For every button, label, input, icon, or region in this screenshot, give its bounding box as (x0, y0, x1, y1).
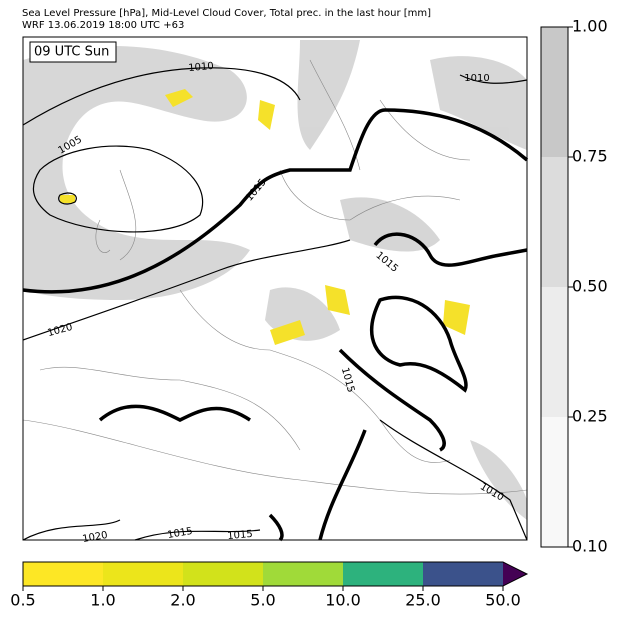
header-line: WRF 13.06.2019 18:00 UTC +63 (22, 20, 184, 31)
colorbar-tick-label: 0.25 (572, 407, 608, 426)
contour-label: 1020 (82, 530, 109, 545)
precip-colorbar: 0.5 1.0 2.0 5.0 10.0 25.0 50.0 (10, 561, 529, 610)
colorbar-band (343, 562, 423, 586)
isobars (22, 67, 529, 542)
colorbar-tick-label: 25.0 (405, 591, 441, 610)
colorbar-tick-label: 10.0 (325, 591, 361, 610)
time-label: 09 UTC Sun (34, 45, 109, 60)
colorbar-tick-label: 2.0 (170, 591, 195, 610)
colorbar-tick-label: 50.0 (485, 591, 521, 610)
cloud-cover (23, 40, 527, 520)
colorbar-tick-label: 0.10 (572, 537, 608, 556)
contour-label: 1015 (167, 526, 194, 541)
colorbar-band (541, 27, 568, 157)
colorbar-band (23, 562, 103, 586)
colorbar-frame (22, 561, 529, 587)
colorbar-tick-label: 0.5 (10, 591, 35, 610)
colorbar-band (541, 287, 568, 417)
colorbar-band (183, 562, 263, 586)
colorbar-band (263, 562, 343, 586)
precipitation (60, 89, 470, 345)
colorbar-extend (503, 562, 527, 586)
contour-label: 1010 (188, 61, 214, 74)
cloud-colorbar: 1.00 0.75 0.50 0.25 0.10 (540, 17, 608, 556)
contour-label: 1015 (227, 529, 253, 542)
colorbar-band (103, 562, 183, 586)
colorbar-band (541, 157, 568, 287)
colorbar-tick-label: 0.75 (572, 147, 608, 166)
colorbar-band (423, 562, 503, 586)
colorbar-tick-label: 1.00 (572, 17, 608, 36)
colorbar-tick-label: 0.50 (572, 277, 608, 296)
colorbar-tick-label: 5.0 (250, 591, 275, 610)
colorbar-tick-label: 1.0 (90, 591, 115, 610)
header-line: Sea Level Pressure [hPa], Mid-Level Clou… (22, 8, 431, 19)
contour-label: 1010 (464, 73, 489, 84)
colorbar-band (541, 417, 568, 547)
